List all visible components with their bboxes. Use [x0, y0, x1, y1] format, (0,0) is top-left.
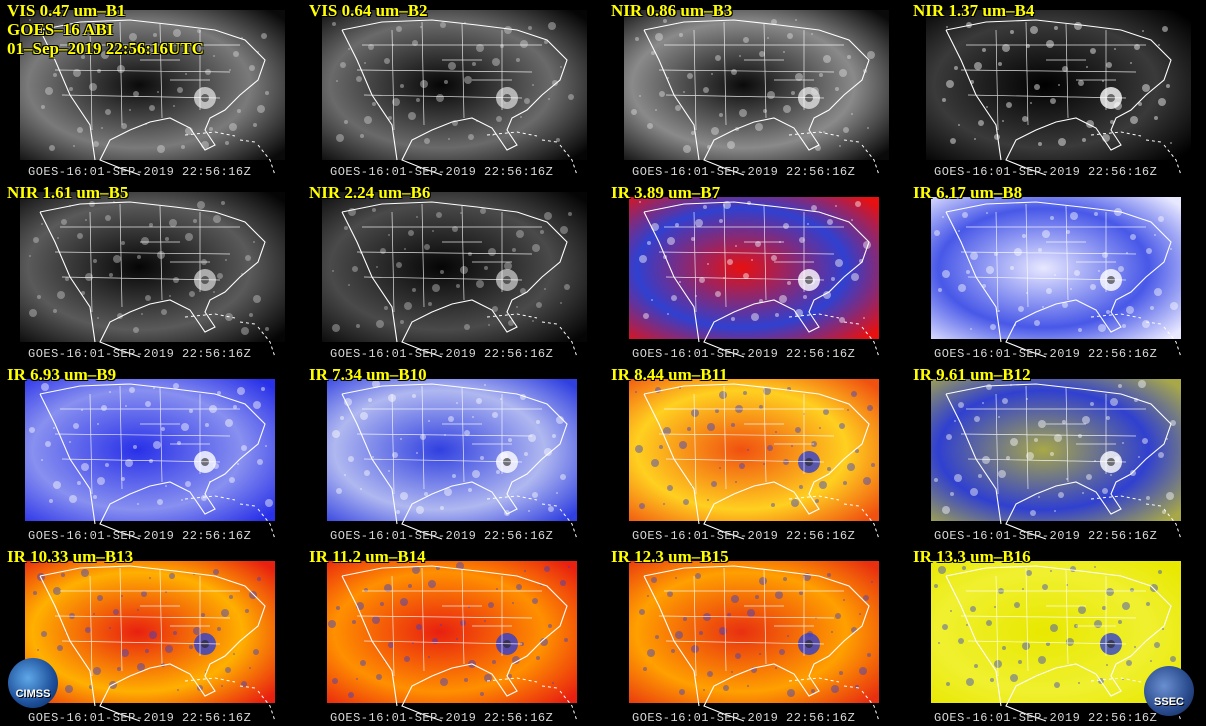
timestamp-caption: GOES-16:01-SEP-2019 22:56:16Z	[28, 529, 252, 543]
band-label: IR 6.17 um–B8	[913, 183, 1023, 202]
band-panel: IR 7.34 um–B10 GOES-16:01-SEP-2019 22:56:…	[302, 364, 602, 544]
satellite-image	[931, 379, 1182, 540]
band-panel: IR 6.17 um–B8 GOES-16:01-SEP-2019 22:56:1…	[906, 182, 1206, 362]
timestamp-caption: GOES-16:01-SEP-2019 22:56:16Z	[28, 347, 252, 361]
satellite-image	[629, 379, 880, 540]
timestamp-caption: GOES-16:01-SEP-2019 22:56:16Z	[632, 711, 856, 725]
band-panel: IR 11.2 um–B14 GOES-16:01-SEP-2019 22:56:…	[302, 546, 602, 726]
cimss-logo: CIMSS	[8, 658, 58, 708]
satellite-image	[931, 561, 1182, 722]
band-label: IR 3.89 um–B7	[611, 183, 721, 202]
band-label: IR 6.93 um–B9	[7, 365, 117, 384]
band-panel: GOES-16:01-SEP-2019 22:56:16Z	[0, 0, 300, 180]
band-panel: NIR 1.61 um–B5 GOES-16:01-SEP-2019 22:56:…	[0, 182, 300, 362]
satellite-image	[25, 561, 276, 722]
satellite-image	[624, 10, 889, 176]
image-header: VIS 0.47 um–B1 GOES–16 ABI 01–Sep–2019 2…	[7, 1, 204, 58]
timestamp-caption: GOES-16:01-SEP-2019 22:56:16Z	[632, 347, 856, 361]
band-label: NIR 1.61 um–B5	[7, 183, 129, 202]
band-panel: NIR 0.86 um–B3 GOES-16:01-SEP-2019 22:56:…	[604, 0, 904, 180]
satellite-image	[926, 10, 1191, 176]
band-panel: NIR 1.37 um–B4 GOES-16:01-SEP-2019 22:56:…	[906, 0, 1206, 180]
satellite-image	[327, 561, 578, 722]
band-label: IR 13.3 um–B16	[913, 547, 1031, 566]
satellite-image	[629, 197, 880, 358]
band-label: NIR 1.37 um–B4	[913, 1, 1035, 20]
satellite-image	[322, 192, 587, 358]
header-datetime-line: 01–Sep–2019 22:56:16UTC	[7, 39, 204, 58]
timestamp-caption: GOES-16:01-SEP-2019 22:56:16Z	[28, 165, 252, 179]
timestamp-caption: GOES-16:01-SEP-2019 22:56:16Z	[632, 529, 856, 543]
band-panel: NIR 2.24 um–B6 GOES-16:01-SEP-2019 22:56:…	[302, 182, 602, 362]
satellite-image	[20, 192, 285, 358]
satellite-image	[25, 379, 276, 540]
band-panel: IR 9.61 um–B12 GOES-16:01-SEP-2019 22:56:…	[906, 364, 1206, 544]
band-label: NIR 2.24 um–B6	[309, 183, 431, 202]
band-panel: IR 8.44 um–B11 GOES-16:01-SEP-2019 22:56:…	[604, 364, 904, 544]
band-label: IR 8.44 um–B11	[611, 365, 728, 384]
band-panel: IR 13.3 um–B16 GOES-16:01-SEP-2019 22:56:…	[906, 546, 1206, 726]
timestamp-caption: GOES-16:01-SEP-2019 22:56:16Z	[28, 711, 252, 725]
band-label: IR 11.2 um–B14	[309, 547, 426, 566]
satellite-image	[931, 197, 1182, 358]
header-satellite-line: GOES–16 ABI	[7, 20, 114, 39]
band-panel: VIS 0.64 um–B2 GOES-16:01-SEP-2019 22:56:…	[302, 0, 602, 180]
header-band-line: VIS 0.47 um–B1	[7, 1, 126, 20]
timestamp-caption: GOES-16:01-SEP-2019 22:56:16Z	[330, 529, 554, 543]
timestamp-caption: GOES-16:01-SEP-2019 22:56:16Z	[632, 165, 856, 179]
timestamp-caption: GOES-16:01-SEP-2019 22:56:16Z	[934, 165, 1158, 179]
satellite-image	[327, 379, 578, 540]
timestamp-caption: GOES-16:01-SEP-2019 22:56:16Z	[330, 347, 554, 361]
timestamp-caption: GOES-16:01-SEP-2019 22:56:16Z	[330, 165, 554, 179]
satellite-image	[629, 561, 880, 722]
band-label: IR 7.34 um–B10	[309, 365, 427, 384]
band-panel: IR 6.93 um–B9 GOES-16:01-SEP-2019 22:56:1…	[0, 364, 300, 544]
band-label: IR 9.61 um–B12	[913, 365, 1031, 384]
band-label: IR 12.3 um–B15	[611, 547, 729, 566]
timestamp-caption: GOES-16:01-SEP-2019 22:56:16Z	[934, 347, 1158, 361]
band-label: VIS 0.64 um–B2	[309, 1, 428, 20]
band-panel: IR 3.89 um–B7 GOES-16:01-SEP-2019 22:56:1…	[604, 182, 904, 362]
timestamp-caption: GOES-16:01-SEP-2019 22:56:16Z	[330, 711, 554, 725]
ssec-logo: SSEC	[1144, 666, 1194, 716]
timestamp-caption: GOES-16:01-SEP-2019 22:56:16Z	[934, 529, 1158, 543]
band-label: NIR 0.86 um–B3	[611, 1, 733, 20]
timestamp-caption: GOES-16:01-SEP-2019 22:56:16Z	[934, 711, 1158, 725]
satellite-image	[20, 10, 285, 176]
satellite-image	[322, 10, 587, 176]
band-label: IR 10.33 um–B13	[7, 547, 134, 566]
band-panel: IR 12.3 um–B15 GOES-16:01-SEP-2019 22:56:…	[604, 546, 904, 726]
